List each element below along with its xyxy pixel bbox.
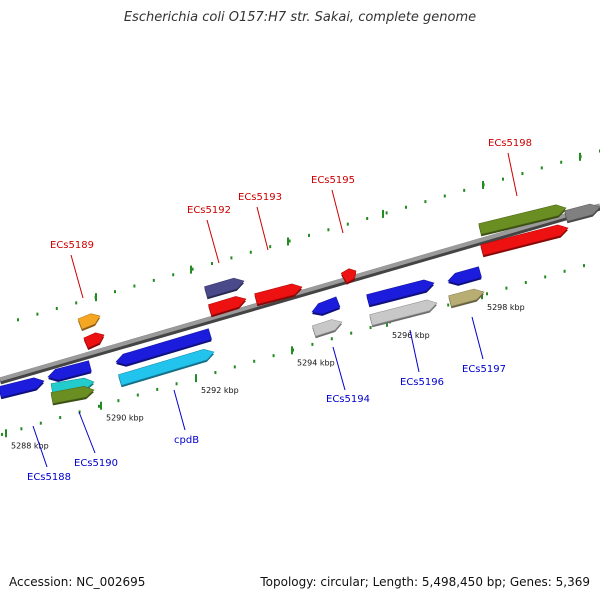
leader-line-ecs5195: [331, 189, 344, 234]
gene-label-cpdb: cpdB: [174, 435, 199, 446]
tick-label: 5298 kbp: [487, 303, 525, 312]
leader-line-ecs5190: [78, 411, 96, 454]
gene-arrow-unlabeled: [311, 319, 343, 337]
gene-label-ecs5194: ECs5194: [326, 394, 370, 405]
gene-arrow-unlabeled: [448, 288, 485, 307]
gene-arrow-ecs5193: [254, 283, 303, 305]
map-title: Escherichia coli O157:H7 str. Sakai, com…: [123, 10, 477, 25]
leader-line-ecs5189: [70, 254, 84, 299]
leader-line-ecs5198: [507, 152, 518, 197]
gene-arrow-ecs5198: [478, 204, 567, 235]
gene-arrow-cpdb: [115, 328, 212, 366]
gene-label-ecs5188: ECs5188: [27, 472, 71, 483]
gene-arrow-unlabeled: [480, 224, 569, 256]
gene-label-ecs5189: ECs5189: [50, 240, 94, 251]
gene-arrow-ecs5188: [0, 377, 45, 398]
gene-label-ecs5190: ECs5190: [74, 458, 118, 469]
gene-label-ecs5192: ECs5192: [187, 205, 231, 216]
gene-arrow-unlabeled: [208, 296, 247, 316]
backbone: [0, 203, 600, 385]
tick-layer: [1, 149, 600, 438]
gene-label-ecs5196: ECs5196: [400, 377, 444, 388]
tick-label: 5292 kbp: [201, 386, 239, 395]
genome-summary-text: Topology: circular; Length: 5,498,450 bp…: [260, 575, 590, 589]
backbone-line: [0, 203, 600, 382]
gene-arrow-ecs5197: [447, 266, 482, 285]
gene-label-ecs5193: ECs5193: [238, 192, 282, 203]
gene-arrow-unlabeled: [564, 203, 600, 222]
leader-line-ecs5194: [332, 346, 346, 391]
gene-arrow-ecs5189: [77, 313, 101, 330]
gene-label-ecs5198: ECs5198: [488, 138, 532, 149]
gene-arrow-unlabeled: [118, 348, 215, 386]
leader-line-ecs5197: [471, 316, 484, 360]
gene-arrow-unlabeled: [47, 360, 92, 381]
feature-layer: [0, 203, 600, 406]
gene-label-ecs5195: ECs5195: [311, 175, 355, 186]
tick-label: 5290 kbp: [106, 414, 144, 423]
gene-label-ecs5197: ECs5197: [462, 364, 506, 375]
gene-arrow-ecs5194: [311, 296, 341, 315]
accession-text: Accession: NC_002695: [9, 575, 146, 589]
gene-arrow-unlabeled: [50, 385, 95, 404]
gene-arrow-unlabeled: [369, 299, 438, 326]
leader-line-cpdb: [173, 389, 186, 431]
gene-arrow-ecs5192: [204, 277, 245, 298]
leader-line-ecs5196: [409, 329, 420, 373]
leader-line-ecs5192: [206, 219, 220, 264]
leader-line-ecs5188: [32, 425, 48, 468]
tick-label: 5288 kbp: [11, 441, 49, 450]
leader-line-ecs5193: [256, 206, 269, 251]
gene-arrow-ecs5195: [340, 268, 357, 284]
gene-arrow-unlabeled: [83, 332, 105, 349]
gene-arrow-ecs5196: [366, 279, 435, 306]
tick-label: 5294 kbp: [297, 358, 335, 367]
